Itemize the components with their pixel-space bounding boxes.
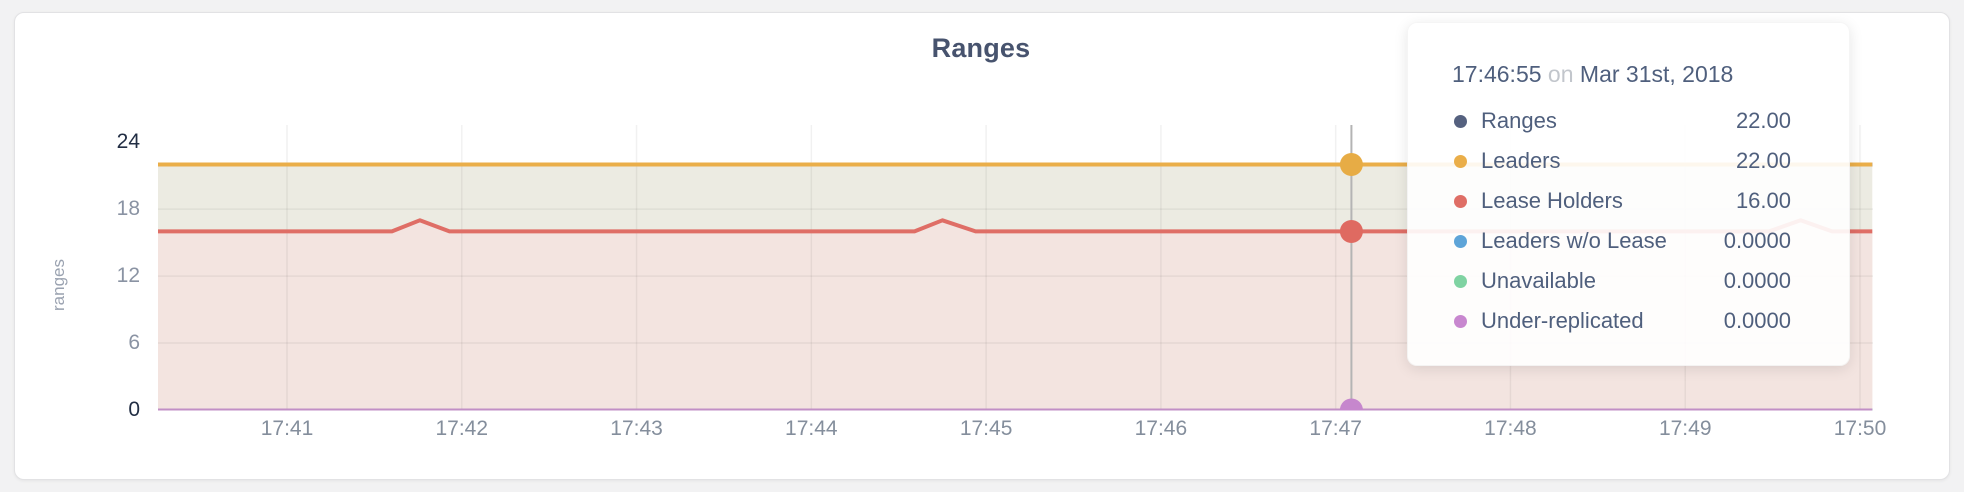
tooltip-title: 17:46:55 on Mar 31st, 2018 [1452, 59, 1791, 89]
tooltip-time: 17:46:55 [1452, 61, 1542, 87]
tooltip-rows: Ranges 22.00 Leaders 22.00 Lease Holders 16.0… [1454, 101, 1791, 341]
tooltip-series-label: Leaders [1481, 148, 1561, 173]
series-color-dot-icon [1454, 154, 1467, 168]
x-tick-label: 17:46 [1134, 417, 1188, 440]
tooltip-series-label: Lease Holders [1481, 188, 1623, 213]
x-tick-label: 17:47 [1309, 417, 1362, 440]
tooltip-date: Mar 31st, 2018 [1579, 61, 1734, 87]
x-tick-label: 17:49 [1658, 417, 1712, 440]
series-color-dot-icon [1454, 274, 1467, 288]
tooltip-row: Leaders 22.00 [1454, 141, 1791, 181]
hover-marker-lease-holders [1339, 219, 1363, 243]
tooltip-series-label: Under-replicated [1481, 308, 1644, 333]
tooltip-series-label: Unavailable [1481, 268, 1596, 293]
tooltip-series-label: Ranges [1481, 108, 1557, 133]
tooltip-series-value: 22.00 [1735, 108, 1791, 133]
tooltip-series-value: 0.0000 [1723, 308, 1791, 333]
x-tick-label: 17:50 [1833, 417, 1887, 440]
tooltip-series-value: 0.0000 [1723, 268, 1791, 293]
tooltip-series-value: 22.00 [1735, 148, 1791, 173]
tooltip-row: Unavailable 0.0000 [1454, 261, 1791, 301]
tooltip-on-word: on [1547, 61, 1574, 87]
x-tick-label: 17:44 [785, 417, 838, 440]
tooltip-series-label: Leaders w/o Lease [1481, 228, 1667, 253]
y-tick-label: 0 [128, 398, 140, 421]
y-tick-label: 12 [116, 264, 140, 288]
x-tick-label: 17:43 [610, 417, 663, 440]
y-tick-label: 24 [116, 130, 140, 154]
x-tick-label: 17:42 [435, 417, 489, 440]
x-tick-label: 17:45 [959, 417, 1013, 440]
tooltip-row: Under-replicated 0.0000 [1454, 301, 1791, 341]
series-color-dot-icon [1454, 234, 1467, 248]
hover-marker-leaders [1339, 152, 1363, 176]
series-color-dot-icon [1454, 314, 1467, 328]
series-color-dot-icon [1454, 114, 1467, 128]
tooltip-series-value: 16.00 [1735, 188, 1791, 213]
tooltip-row: Leaders w/o Lease 0.0000 [1454, 221, 1791, 261]
chart-title: Ranges [931, 33, 1031, 63]
x-tick-label: 17:48 [1484, 417, 1537, 440]
y-tick-label: 18 [116, 197, 140, 221]
y-tick-label: 6 [128, 331, 140, 355]
tooltip-series-value: 0.0000 [1723, 228, 1791, 253]
hover-tooltip: 17:46:55 on Mar 31st, 2018 Ranges 22.00 Le… [1407, 22, 1850, 366]
tooltip-row: Lease Holders 16.00 [1454, 181, 1791, 221]
x-tick-label: 17:41 [260, 417, 314, 440]
series-color-dot-icon [1454, 194, 1467, 208]
tooltip-row: Ranges 22.00 [1454, 101, 1791, 141]
hover-marker-under-replicated [1339, 398, 1363, 411]
